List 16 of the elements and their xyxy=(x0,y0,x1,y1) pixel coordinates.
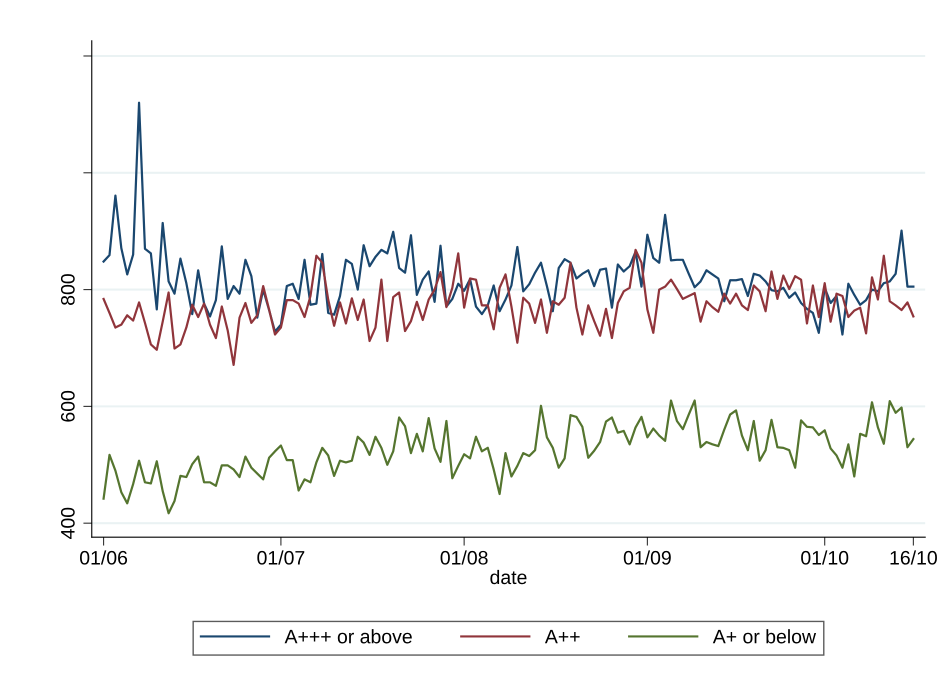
x-tick-label: 01/08 xyxy=(440,550,488,565)
x-tick-label: 16/10 xyxy=(890,550,937,565)
legend-label: A++ xyxy=(544,630,580,644)
x-axis-title: date xyxy=(490,570,527,584)
line-series xyxy=(102,248,914,366)
y-tick-label: 800 xyxy=(60,274,75,305)
legend-label: A+++ or above xyxy=(284,629,412,644)
x-tick-label: 01/06 xyxy=(80,550,128,565)
y-tick-label: 600 xyxy=(60,390,75,422)
x-tick-label: 01/10 xyxy=(801,550,848,565)
x-tick-label: 01/07 xyxy=(257,550,304,565)
line-series xyxy=(102,399,914,514)
x-tick-label: 01/09 xyxy=(624,550,671,565)
y-tick-label: 400 xyxy=(60,508,75,539)
legend-label: A+ or below xyxy=(712,629,816,644)
line-series xyxy=(102,102,914,336)
